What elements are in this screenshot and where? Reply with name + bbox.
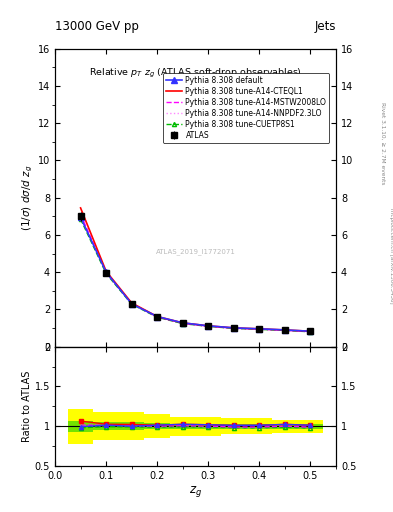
Pythia 8.308 tune-CUETP8S1 [180, 321, 185, 327]
Pythia 8.308 tune-A14-MSTW2008LO [206, 323, 211, 329]
Pythia 8.308 tune-A14-MSTW2008LO [155, 314, 160, 320]
Pythia 8.308 default [257, 326, 262, 332]
Pythia 8.308 tune-A14-NNPDF2.3LO [104, 270, 108, 276]
Line: Pythia 8.308 default: Pythia 8.308 default [78, 215, 313, 334]
Pythia 8.308 default [155, 313, 160, 319]
Pythia 8.308 tune-CUETP8S1 [78, 216, 83, 222]
Pythia 8.308 tune-A14-CTEQL1 [231, 325, 236, 331]
Pythia 8.308 default [104, 269, 108, 275]
Pythia 8.308 tune-A14-MSTW2008LO [308, 329, 313, 335]
Text: 13000 GeV pp: 13000 GeV pp [55, 20, 139, 33]
Line: Pythia 8.308 tune-A14-CTEQL1: Pythia 8.308 tune-A14-CTEQL1 [81, 208, 310, 331]
X-axis label: $z_g$: $z_g$ [189, 483, 202, 499]
Pythia 8.308 default [283, 327, 287, 333]
Pythia 8.308 tune-A14-CTEQL1 [155, 313, 160, 319]
Pythia 8.308 default [129, 301, 134, 307]
Pythia 8.308 default [78, 214, 83, 220]
Pythia 8.308 tune-CUETP8S1 [231, 325, 236, 331]
Pythia 8.308 tune-A14-NNPDF2.3LO [129, 301, 134, 307]
Pythia 8.308 tune-A14-NNPDF2.3LO [206, 323, 211, 329]
Pythia 8.308 tune-A14-CTEQL1 [78, 205, 83, 211]
Pythia 8.308 default [308, 328, 313, 334]
Pythia 8.308 tune-A14-CTEQL1 [129, 300, 134, 306]
Text: Relative $p_T$ $z_g$ (ATLAS soft-drop observables): Relative $p_T$ $z_g$ (ATLAS soft-drop ob… [89, 67, 302, 80]
Pythia 8.308 tune-A14-MSTW2008LO [231, 325, 236, 331]
Text: Jets: Jets [314, 20, 336, 33]
Pythia 8.308 tune-A14-CTEQL1 [180, 320, 185, 326]
Pythia 8.308 tune-A14-CTEQL1 [257, 326, 262, 332]
Pythia 8.308 tune-A14-CTEQL1 [206, 323, 211, 329]
Pythia 8.308 tune-A14-NNPDF2.3LO [257, 326, 262, 332]
Pythia 8.308 default [206, 323, 211, 329]
Pythia 8.308 tune-A14-MSTW2008LO [104, 269, 108, 275]
Text: ATLAS_2019_I1772071: ATLAS_2019_I1772071 [156, 248, 235, 254]
Pythia 8.308 tune-A14-CTEQL1 [308, 328, 313, 334]
Pythia 8.308 tune-A14-MSTW2008LO [257, 326, 262, 332]
Pythia 8.308 tune-A14-NNPDF2.3LO [231, 325, 236, 331]
Pythia 8.308 tune-A14-NNPDF2.3LO [283, 327, 287, 333]
Pythia 8.308 tune-CUETP8S1 [308, 329, 313, 335]
Legend: Pythia 8.308 default, Pythia 8.308 tune-A14-CTEQL1, Pythia 8.308 tune-A14-MSTW20: Pythia 8.308 default, Pythia 8.308 tune-… [163, 73, 329, 143]
Pythia 8.308 tune-A14-CTEQL1 [283, 327, 287, 333]
Pythia 8.308 tune-A14-NNPDF2.3LO [78, 212, 83, 219]
Text: mcplots.cern.ch [arXiv:1306.3436]: mcplots.cern.ch [arXiv:1306.3436] [389, 208, 393, 304]
Pythia 8.308 tune-CUETP8S1 [104, 270, 108, 276]
Pythia 8.308 default [231, 325, 236, 331]
Pythia 8.308 tune-CUETP8S1 [129, 301, 134, 307]
Y-axis label: $(1/\sigma)$ $d\sigma/d$ $z_g$: $(1/\sigma)$ $d\sigma/d$ $z_g$ [20, 164, 35, 231]
Pythia 8.308 tune-A14-CTEQL1 [104, 268, 108, 274]
Y-axis label: Ratio to ATLAS: Ratio to ATLAS [22, 371, 32, 442]
Pythia 8.308 tune-A14-NNPDF2.3LO [308, 329, 313, 335]
Pythia 8.308 tune-CUETP8S1 [283, 327, 287, 333]
Pythia 8.308 tune-CUETP8S1 [155, 314, 160, 321]
Pythia 8.308 tune-A14-MSTW2008LO [78, 211, 83, 218]
Text: Rivet 3.1.10, ≥ 2.7M events: Rivet 3.1.10, ≥ 2.7M events [381, 102, 386, 185]
Pythia 8.308 tune-A14-NNPDF2.3LO [155, 314, 160, 321]
Pythia 8.308 default [180, 320, 185, 326]
Pythia 8.308 tune-A14-MSTW2008LO [129, 301, 134, 307]
Line: Pythia 8.308 tune-A14-NNPDF2.3LO: Pythia 8.308 tune-A14-NNPDF2.3LO [81, 216, 310, 332]
Pythia 8.308 tune-A14-MSTW2008LO [283, 327, 287, 333]
Line: Pythia 8.308 tune-A14-MSTW2008LO: Pythia 8.308 tune-A14-MSTW2008LO [81, 215, 310, 332]
Pythia 8.308 tune-A14-NNPDF2.3LO [180, 321, 185, 327]
Pythia 8.308 tune-A14-MSTW2008LO [180, 320, 185, 326]
Pythia 8.308 tune-CUETP8S1 [206, 323, 211, 329]
Pythia 8.308 tune-CUETP8S1 [257, 326, 262, 332]
Line: Pythia 8.308 tune-CUETP8S1: Pythia 8.308 tune-CUETP8S1 [79, 217, 312, 334]
